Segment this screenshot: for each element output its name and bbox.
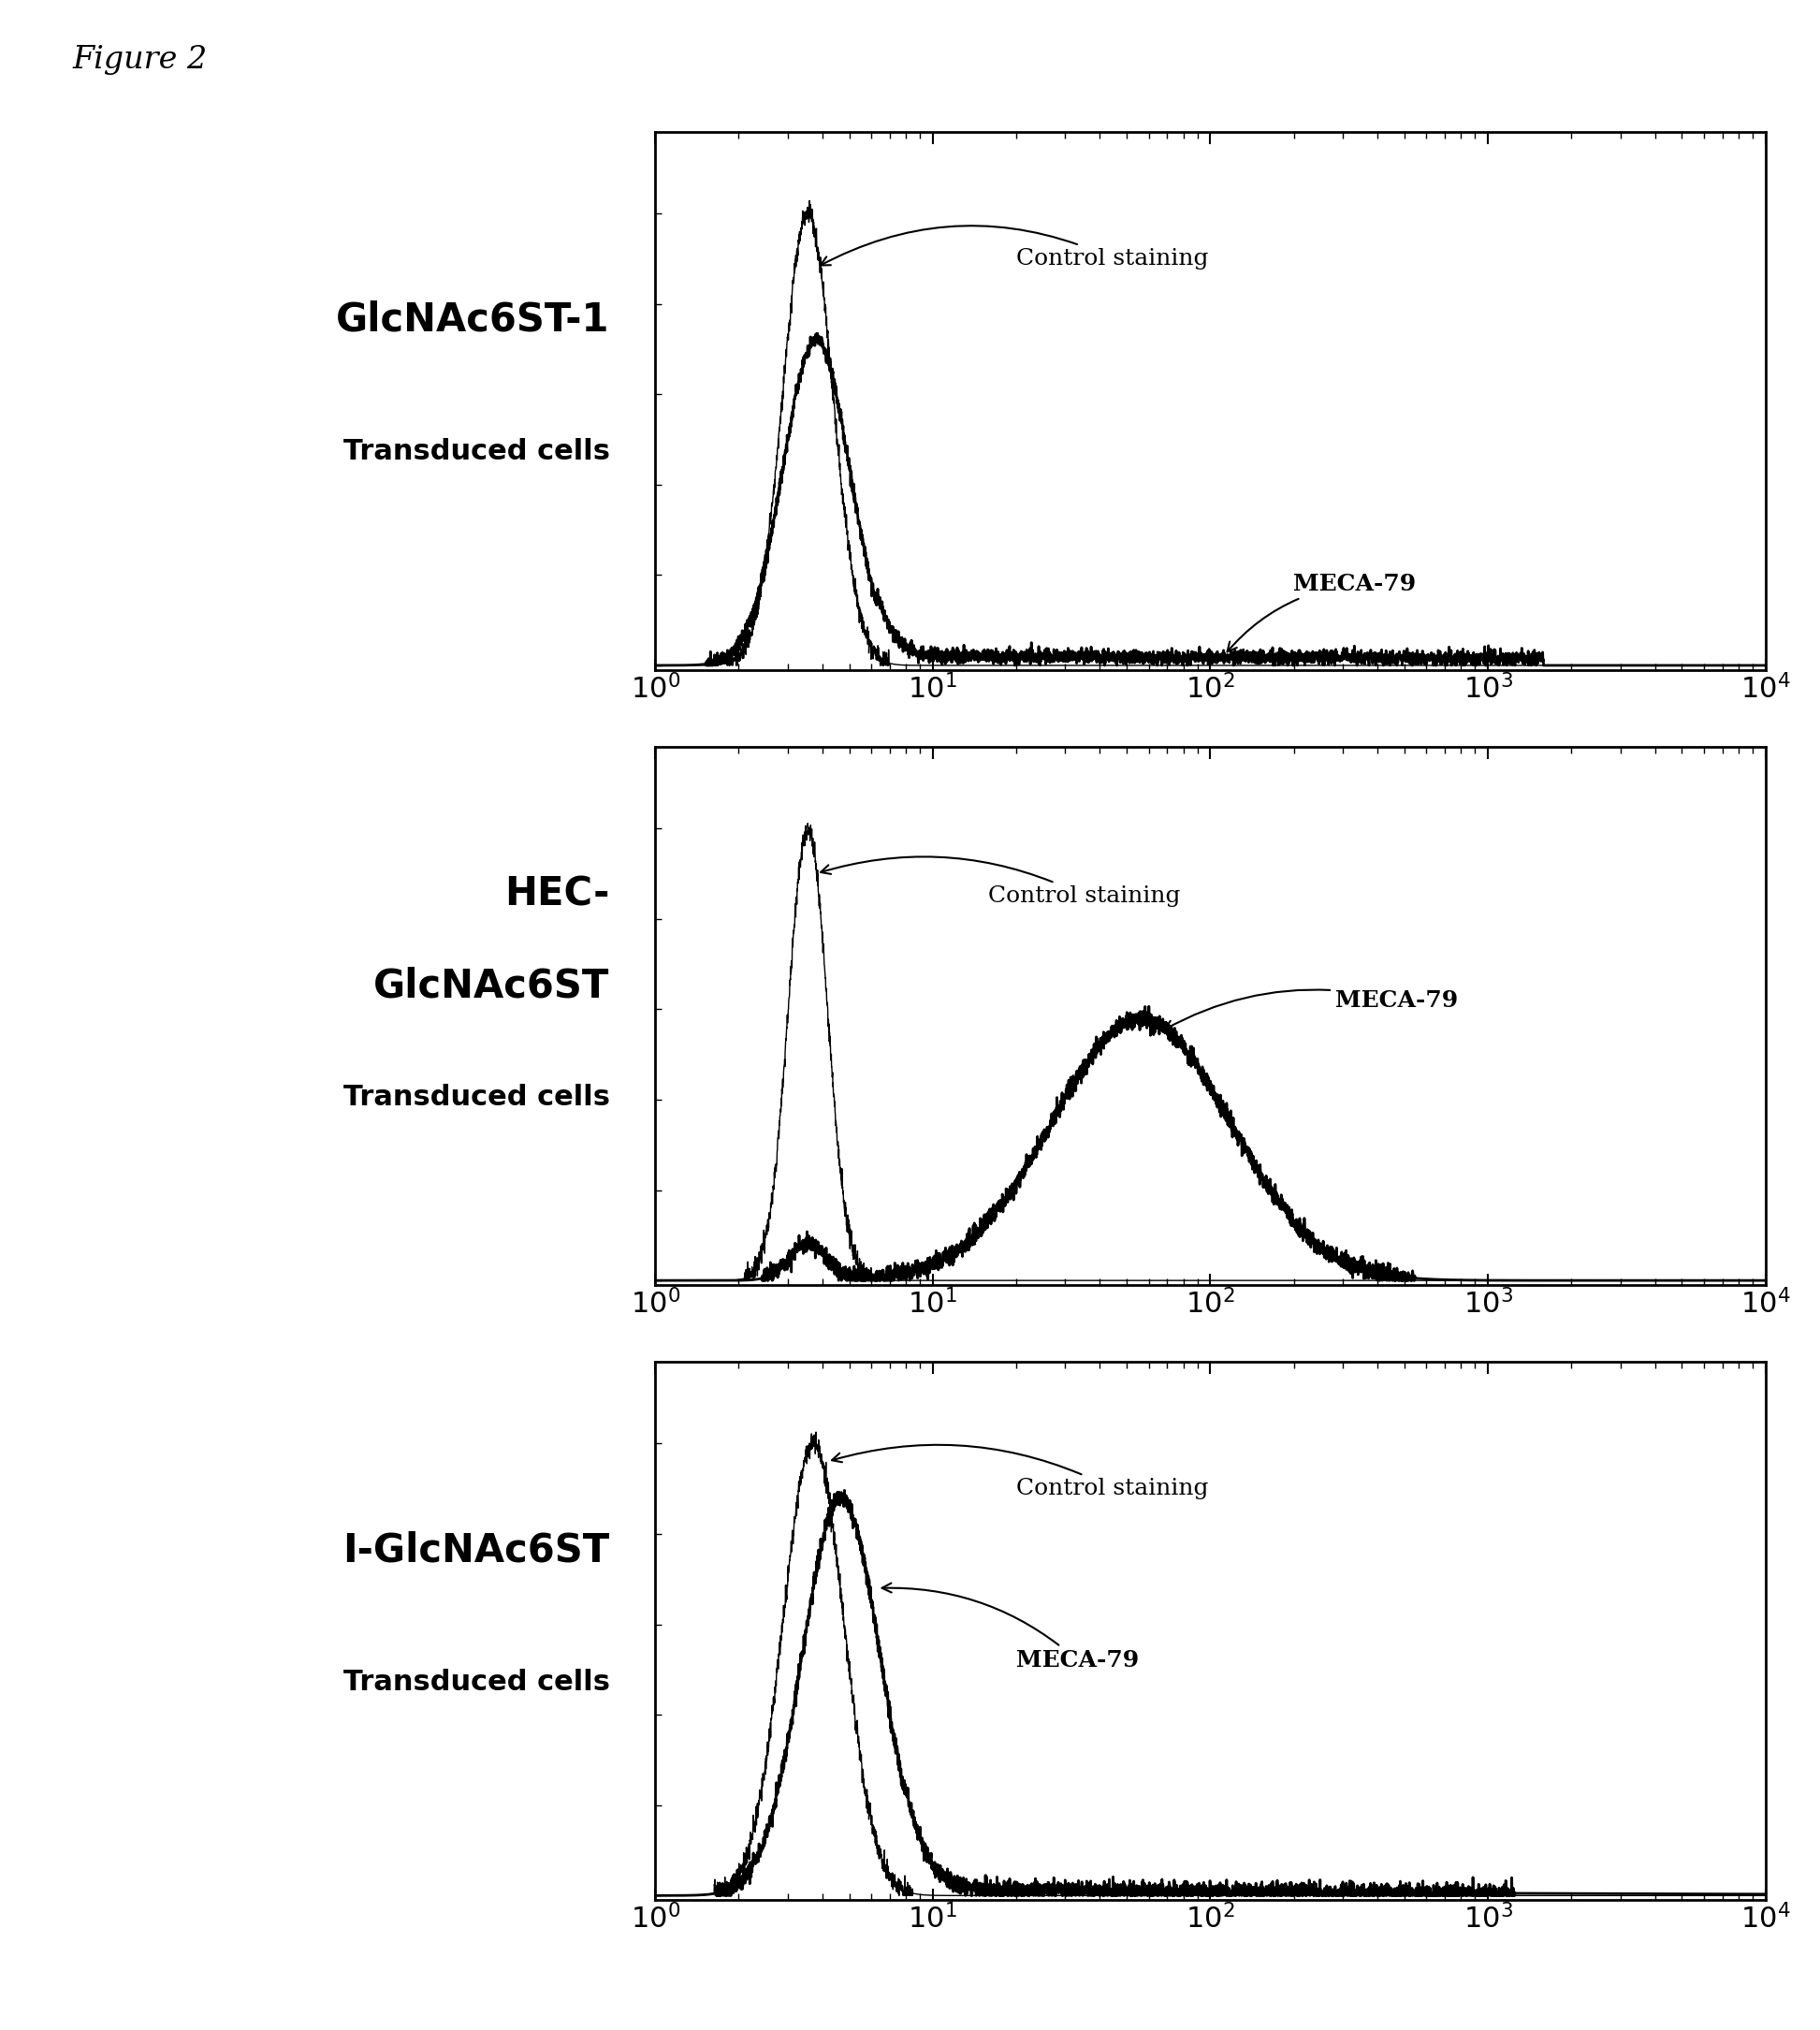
Text: Transduced cells: Transduced cells	[342, 438, 610, 465]
Text: Control staining: Control staining	[821, 225, 1208, 270]
Text: MECA-79: MECA-79	[1227, 572, 1416, 652]
Text: Control staining: Control staining	[832, 1445, 1208, 1500]
Text: GlcNAc6ST-1: GlcNAc6ST-1	[337, 300, 610, 339]
Text: HEC-: HEC-	[504, 875, 610, 914]
Text: GlcNAc6ST: GlcNAc6ST	[373, 966, 610, 1005]
Text: Figure 2: Figure 2	[73, 45, 207, 75]
Text: MECA-79: MECA-79	[1165, 989, 1458, 1029]
Text: Control staining: Control staining	[821, 857, 1181, 907]
Text: MECA-79: MECA-79	[883, 1583, 1139, 1673]
Text: I-GlcNAc6ST: I-GlcNAc6ST	[342, 1531, 610, 1569]
Text: Transduced cells: Transduced cells	[342, 1084, 610, 1110]
Text: Transduced cells: Transduced cells	[342, 1669, 610, 1695]
